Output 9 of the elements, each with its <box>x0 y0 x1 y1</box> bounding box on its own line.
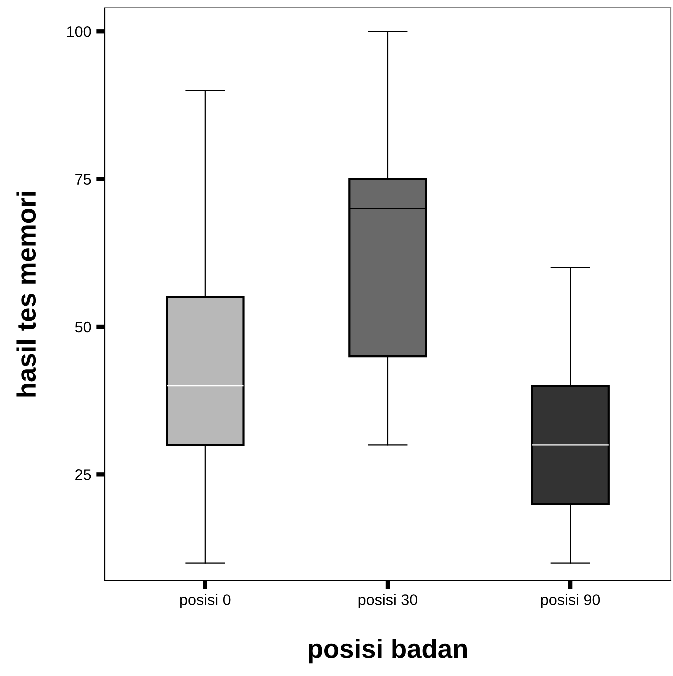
x-axis-title: posisi badan <box>309 638 468 664</box>
x-tick-label: posisi 0 <box>180 594 231 608</box>
x-tick-label: posisi 90 <box>541 594 600 608</box>
y-tick-label: 50 <box>75 322 92 333</box>
y-tick-label: 75 <box>76 174 92 185</box>
x-tick-label: posisi 30 <box>358 594 418 608</box>
y-tick-label: 100 <box>67 26 92 38</box>
y-tick-label: 25 <box>76 470 92 480</box>
y-axis-title: hasil tes memori <box>16 192 36 397</box>
